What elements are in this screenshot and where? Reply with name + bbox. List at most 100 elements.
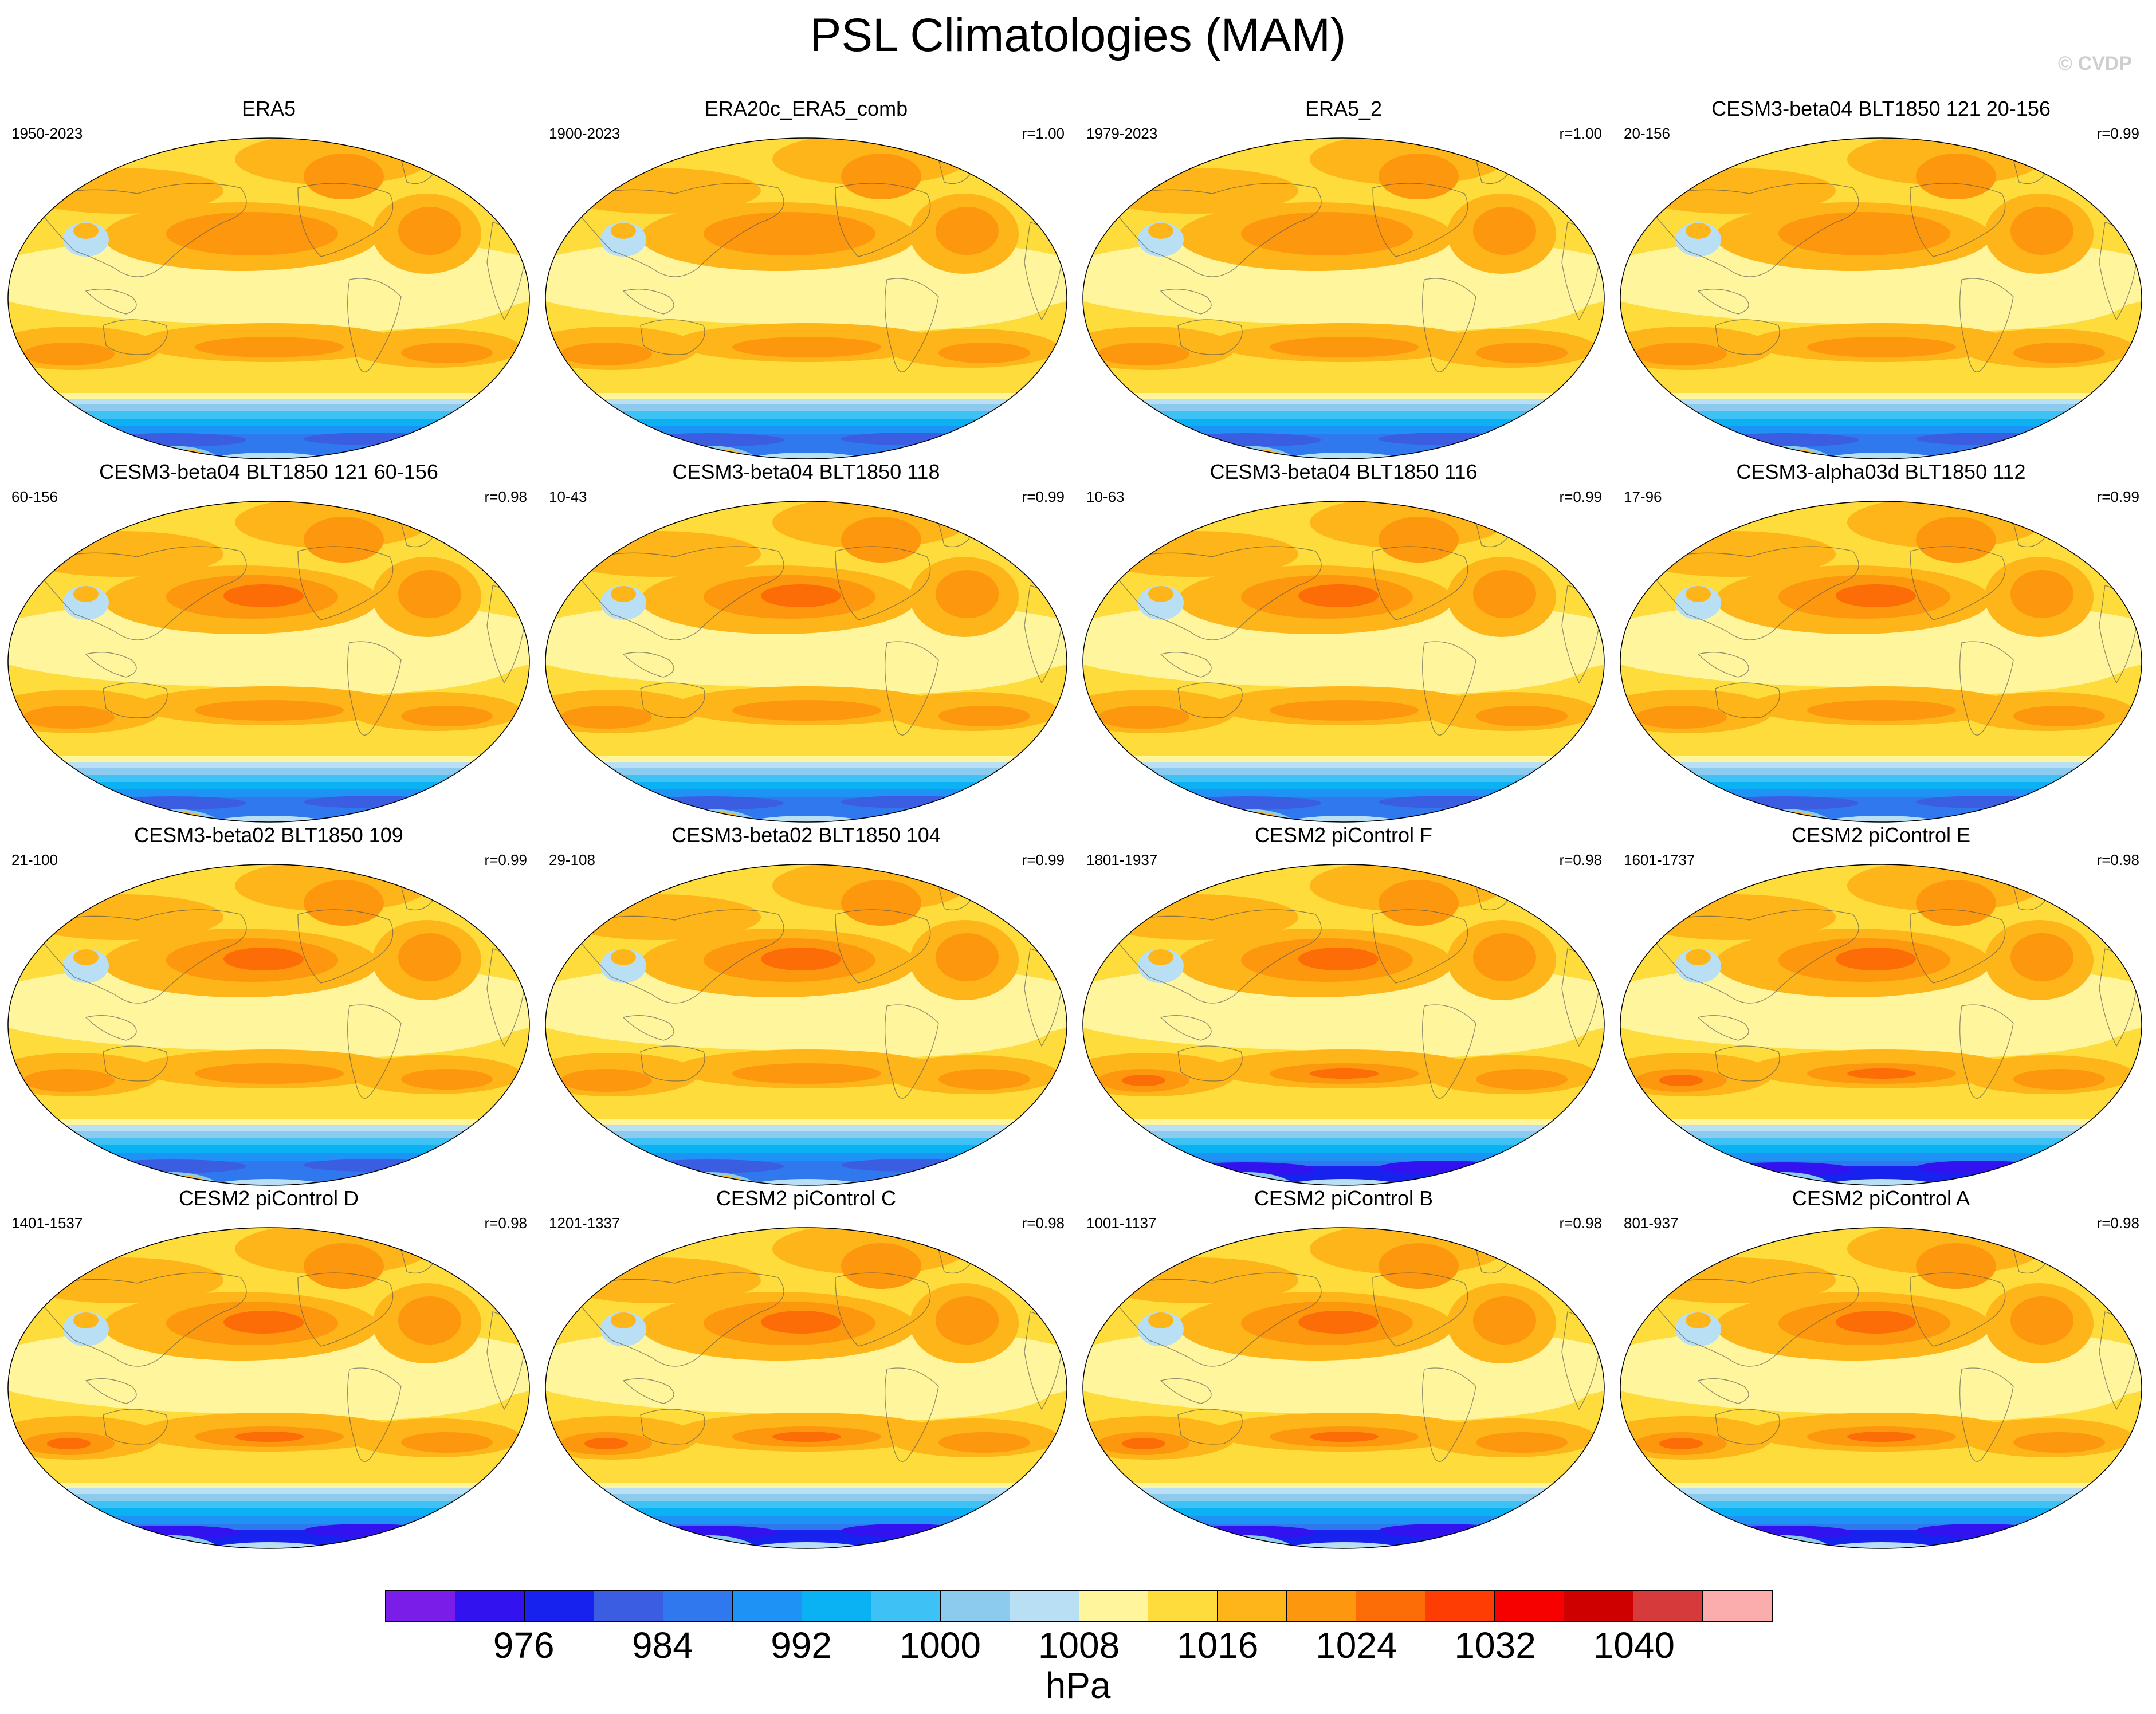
coastline-asia: [1646, 546, 1859, 640]
arctic-high: [1379, 517, 1459, 563]
panel-correlation: r=0.99: [2096, 125, 2139, 142]
antarctic-low: [1379, 433, 1516, 445]
coastline-north-america: [297, 1272, 394, 1347]
coastline-maritime: [85, 1015, 137, 1041]
asian-low: [611, 223, 636, 239]
panel-title: CESM3-beta04 BLT1850 121 20-156: [1711, 97, 2051, 120]
antarctic-low: [1379, 1161, 1505, 1174]
south-high: [1635, 343, 1727, 365]
antarctic-low: [841, 1524, 967, 1538]
map-svg: [1620, 1227, 2142, 1549]
coastline-asia: [34, 546, 247, 640]
panel-correlation: r=0.99: [1559, 488, 1602, 505]
panel-period: 1900-2023: [549, 125, 621, 142]
south-high: [195, 1063, 344, 1084]
south-high: [1476, 1432, 1568, 1453]
subtropical-high: [223, 948, 304, 970]
subtropical-high: [555, 168, 761, 214]
map-svg: [545, 137, 1067, 459]
map-svg: [1082, 137, 1605, 459]
subtropical-high: [1836, 584, 1916, 607]
subtropical-high: [398, 1296, 461, 1345]
south-high: [584, 1438, 628, 1449]
south-high: [1098, 706, 1189, 729]
coastline-south-america: [885, 278, 939, 372]
south-high: [1659, 1075, 1703, 1086]
panel-period: 1979-2023: [1086, 125, 1158, 142]
south-high: [401, 1069, 493, 1090]
south-high: [938, 1069, 1030, 1090]
subtropical-high: [2010, 1296, 2073, 1345]
tropical-band: [1247, 994, 1591, 1058]
coastline-maritime: [1697, 1015, 1749, 1041]
south-high: [2013, 706, 2105, 726]
map-svg: [1620, 864, 2142, 1186]
coastline-south-america: [347, 641, 402, 736]
panel-title: CESM3-beta02 BLT1850 109: [134, 823, 403, 847]
arctic-high: [1916, 1243, 1996, 1289]
panel-title: CESM3-alpha03d BLT1850 112: [1736, 460, 2026, 483]
coastline-asia: [1646, 1272, 1859, 1367]
asian-low: [73, 586, 99, 602]
panel-period: 20-156: [1624, 125, 1670, 142]
coastline-south-america: [347, 1367, 402, 1462]
panel-correlation: r=0.98: [484, 488, 527, 505]
antarctic-low: [97, 796, 246, 810]
map-panel: CESM3-beta04 BLT1850 118 10-43 r=0.99: [537, 459, 1075, 826]
antarctic-low: [635, 796, 784, 810]
coastline-maritime: [1160, 289, 1212, 315]
panel-correlation: r=0.99: [484, 851, 527, 868]
coastline-north-america: [835, 909, 931, 984]
tropical-band: [709, 1358, 1053, 1421]
coastline-asia: [1109, 546, 1322, 640]
panel-title: CESM2 piControl C: [716, 1186, 897, 1210]
colorbar-segment: [871, 1591, 941, 1621]
colorbar-tick-label: 984: [632, 1625, 693, 1666]
tropical-band: [172, 631, 516, 694]
coastline-australia: [1177, 319, 1243, 355]
map-border: [1620, 501, 2142, 823]
arctic-high: [1379, 154, 1459, 199]
coastline-asia: [34, 1272, 247, 1367]
subtropical-high: [555, 531, 761, 577]
colorbar: [385, 1590, 1773, 1622]
subtropical-high: [398, 570, 461, 618]
antarctic-low: [1379, 1524, 1505, 1538]
colorbar-segment: [455, 1591, 525, 1621]
map-panel: CESM2 piControl E 1601-1737 r=0.98: [1612, 823, 2150, 1189]
colorbar-segment: [1425, 1591, 1495, 1621]
south-high: [938, 343, 1030, 363]
coastline-south-america: [1422, 278, 1476, 372]
map-border: [1620, 1227, 2142, 1549]
coastline-australia: [103, 319, 168, 355]
colorbar-segment: [1703, 1591, 1772, 1621]
south-high: [732, 1063, 881, 1084]
map-svg: [7, 1227, 530, 1549]
subtropical-high: [398, 933, 461, 981]
colorbar-segment: [1148, 1591, 1218, 1621]
coastline-south-america: [885, 1004, 939, 1099]
subtropical-high: [936, 1296, 999, 1345]
panel-title: CESM3-beta04 BLT1850 121 60-156: [99, 460, 438, 483]
panel-correlation: r=0.98: [2096, 851, 2139, 868]
coastline-north-america: [297, 546, 394, 620]
asian-low: [1148, 1312, 1173, 1328]
subtropical-high: [1298, 584, 1379, 607]
map-panel: ERA5 1950-2023: [0, 96, 537, 463]
asian-low: [1686, 223, 1711, 239]
tropical-band: [1784, 994, 2128, 1058]
asian-low: [73, 1312, 99, 1328]
coastline-maritime: [1160, 652, 1212, 678]
tropical-band: [172, 268, 516, 331]
watermark-text: © CVDP: [2058, 53, 2132, 74]
coastline-asia: [571, 1272, 784, 1367]
panel-period: 10-43: [549, 488, 587, 505]
coastline-south-america: [1959, 278, 2014, 372]
colorbar-segment: [1079, 1591, 1149, 1621]
arctic-high: [841, 880, 921, 926]
map-svg: [1620, 137, 2142, 459]
panel-title: CESM2 piControl F: [1254, 823, 1433, 847]
coastline-asia: [34, 909, 247, 1004]
coastline-north-america: [297, 183, 394, 257]
panel-correlation: r=0.99: [1022, 488, 1065, 505]
